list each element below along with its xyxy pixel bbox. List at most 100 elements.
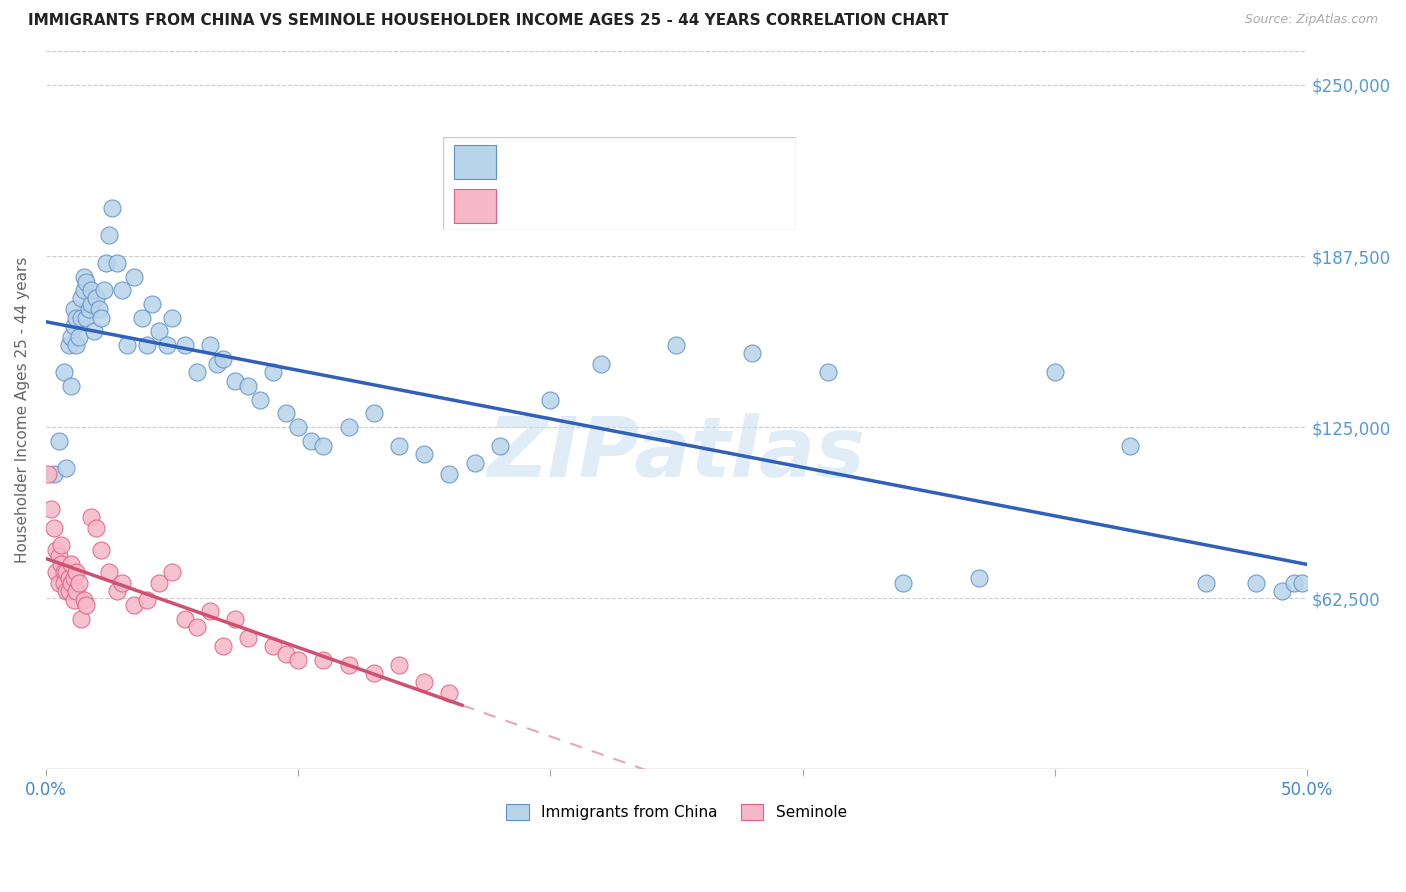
Point [413, 448, 436, 462]
Point [186, 620, 208, 634]
Point [62, 302, 84, 317]
Point [274, 648, 297, 662]
Point [160, 310, 183, 325]
Text: ZIPatlas: ZIPatlas [488, 413, 865, 493]
Point [58, 584, 80, 599]
Point [413, 674, 436, 689]
Point [337, 658, 360, 673]
Point [148, 324, 170, 338]
Point [67, 576, 90, 591]
Point [90, 310, 112, 325]
Legend: Immigrants from China, Seminole: Immigrants from China, Seminole [501, 798, 853, 826]
Point [52, 365, 75, 379]
Point [249, 392, 271, 407]
Point [93, 283, 115, 297]
Point [80, 283, 103, 297]
Point [55, 461, 77, 475]
Point [274, 406, 297, 420]
Point [73, 592, 96, 607]
Point [70, 612, 93, 626]
Point [77, 302, 100, 317]
Point [98, 228, 121, 243]
Point [55, 584, 77, 599]
Point [83, 324, 105, 338]
Point [287, 420, 309, 434]
Point [65, 565, 87, 579]
Point [48, 434, 70, 448]
Point [86, 521, 108, 535]
Point [439, 467, 461, 481]
Point [186, 365, 208, 379]
Point [52, 576, 75, 591]
Point [287, 653, 309, 667]
Point [48, 549, 70, 563]
Point [173, 338, 195, 352]
Point [80, 510, 103, 524]
Point [741, 346, 763, 360]
Point [1195, 576, 1218, 591]
Point [52, 565, 75, 579]
Point [37, 467, 59, 481]
Point [115, 338, 138, 352]
Point [86, 292, 108, 306]
Point [236, 379, 259, 393]
Point [58, 338, 80, 352]
Point [62, 318, 84, 333]
Point [96, 256, 118, 270]
Point [817, 365, 839, 379]
Point [388, 658, 411, 673]
Point [90, 543, 112, 558]
Point [65, 584, 87, 599]
Point [135, 338, 157, 352]
Point [312, 653, 335, 667]
Point [148, 576, 170, 591]
Point [589, 357, 612, 371]
Point [48, 576, 70, 591]
Point [211, 351, 233, 366]
Point [198, 603, 221, 617]
Point [49, 557, 72, 571]
Point [105, 584, 128, 599]
Point [224, 612, 246, 626]
Point [439, 686, 461, 700]
Point [65, 338, 87, 352]
Point [45, 565, 67, 579]
Point [173, 612, 195, 626]
Text: IMMIGRANTS FROM CHINA VS SEMINOLE HOUSEHOLDER INCOME AGES 25 - 44 YEARS CORRELAT: IMMIGRANTS FROM CHINA VS SEMINOLE HOUSEH… [28, 13, 949, 29]
Point [1246, 576, 1268, 591]
Point [893, 576, 915, 591]
Point [538, 392, 561, 407]
Point [49, 538, 72, 552]
Point [122, 598, 145, 612]
Point [62, 571, 84, 585]
Point [131, 310, 153, 325]
Point [198, 338, 221, 352]
Point [967, 571, 990, 585]
Point [262, 639, 284, 653]
Point [58, 571, 80, 585]
Point [65, 310, 87, 325]
Point [111, 576, 134, 591]
Point [45, 543, 67, 558]
Point [160, 565, 183, 579]
Point [100, 201, 122, 215]
Point [665, 338, 688, 352]
Point [75, 310, 97, 325]
Point [211, 639, 233, 653]
Point [98, 565, 121, 579]
Point [156, 338, 179, 352]
Point [1043, 365, 1066, 379]
Point [60, 330, 83, 344]
Point [60, 379, 83, 393]
Point [224, 374, 246, 388]
Point [337, 420, 360, 434]
Y-axis label: Householder Income Ages 25 - 44 years: Householder Income Ages 25 - 44 years [15, 257, 30, 563]
Point [363, 406, 385, 420]
Point [1271, 584, 1294, 599]
Point [42, 521, 65, 535]
Point [388, 439, 411, 453]
Point [236, 631, 259, 645]
Point [42, 467, 65, 481]
Point [73, 269, 96, 284]
Point [105, 256, 128, 270]
